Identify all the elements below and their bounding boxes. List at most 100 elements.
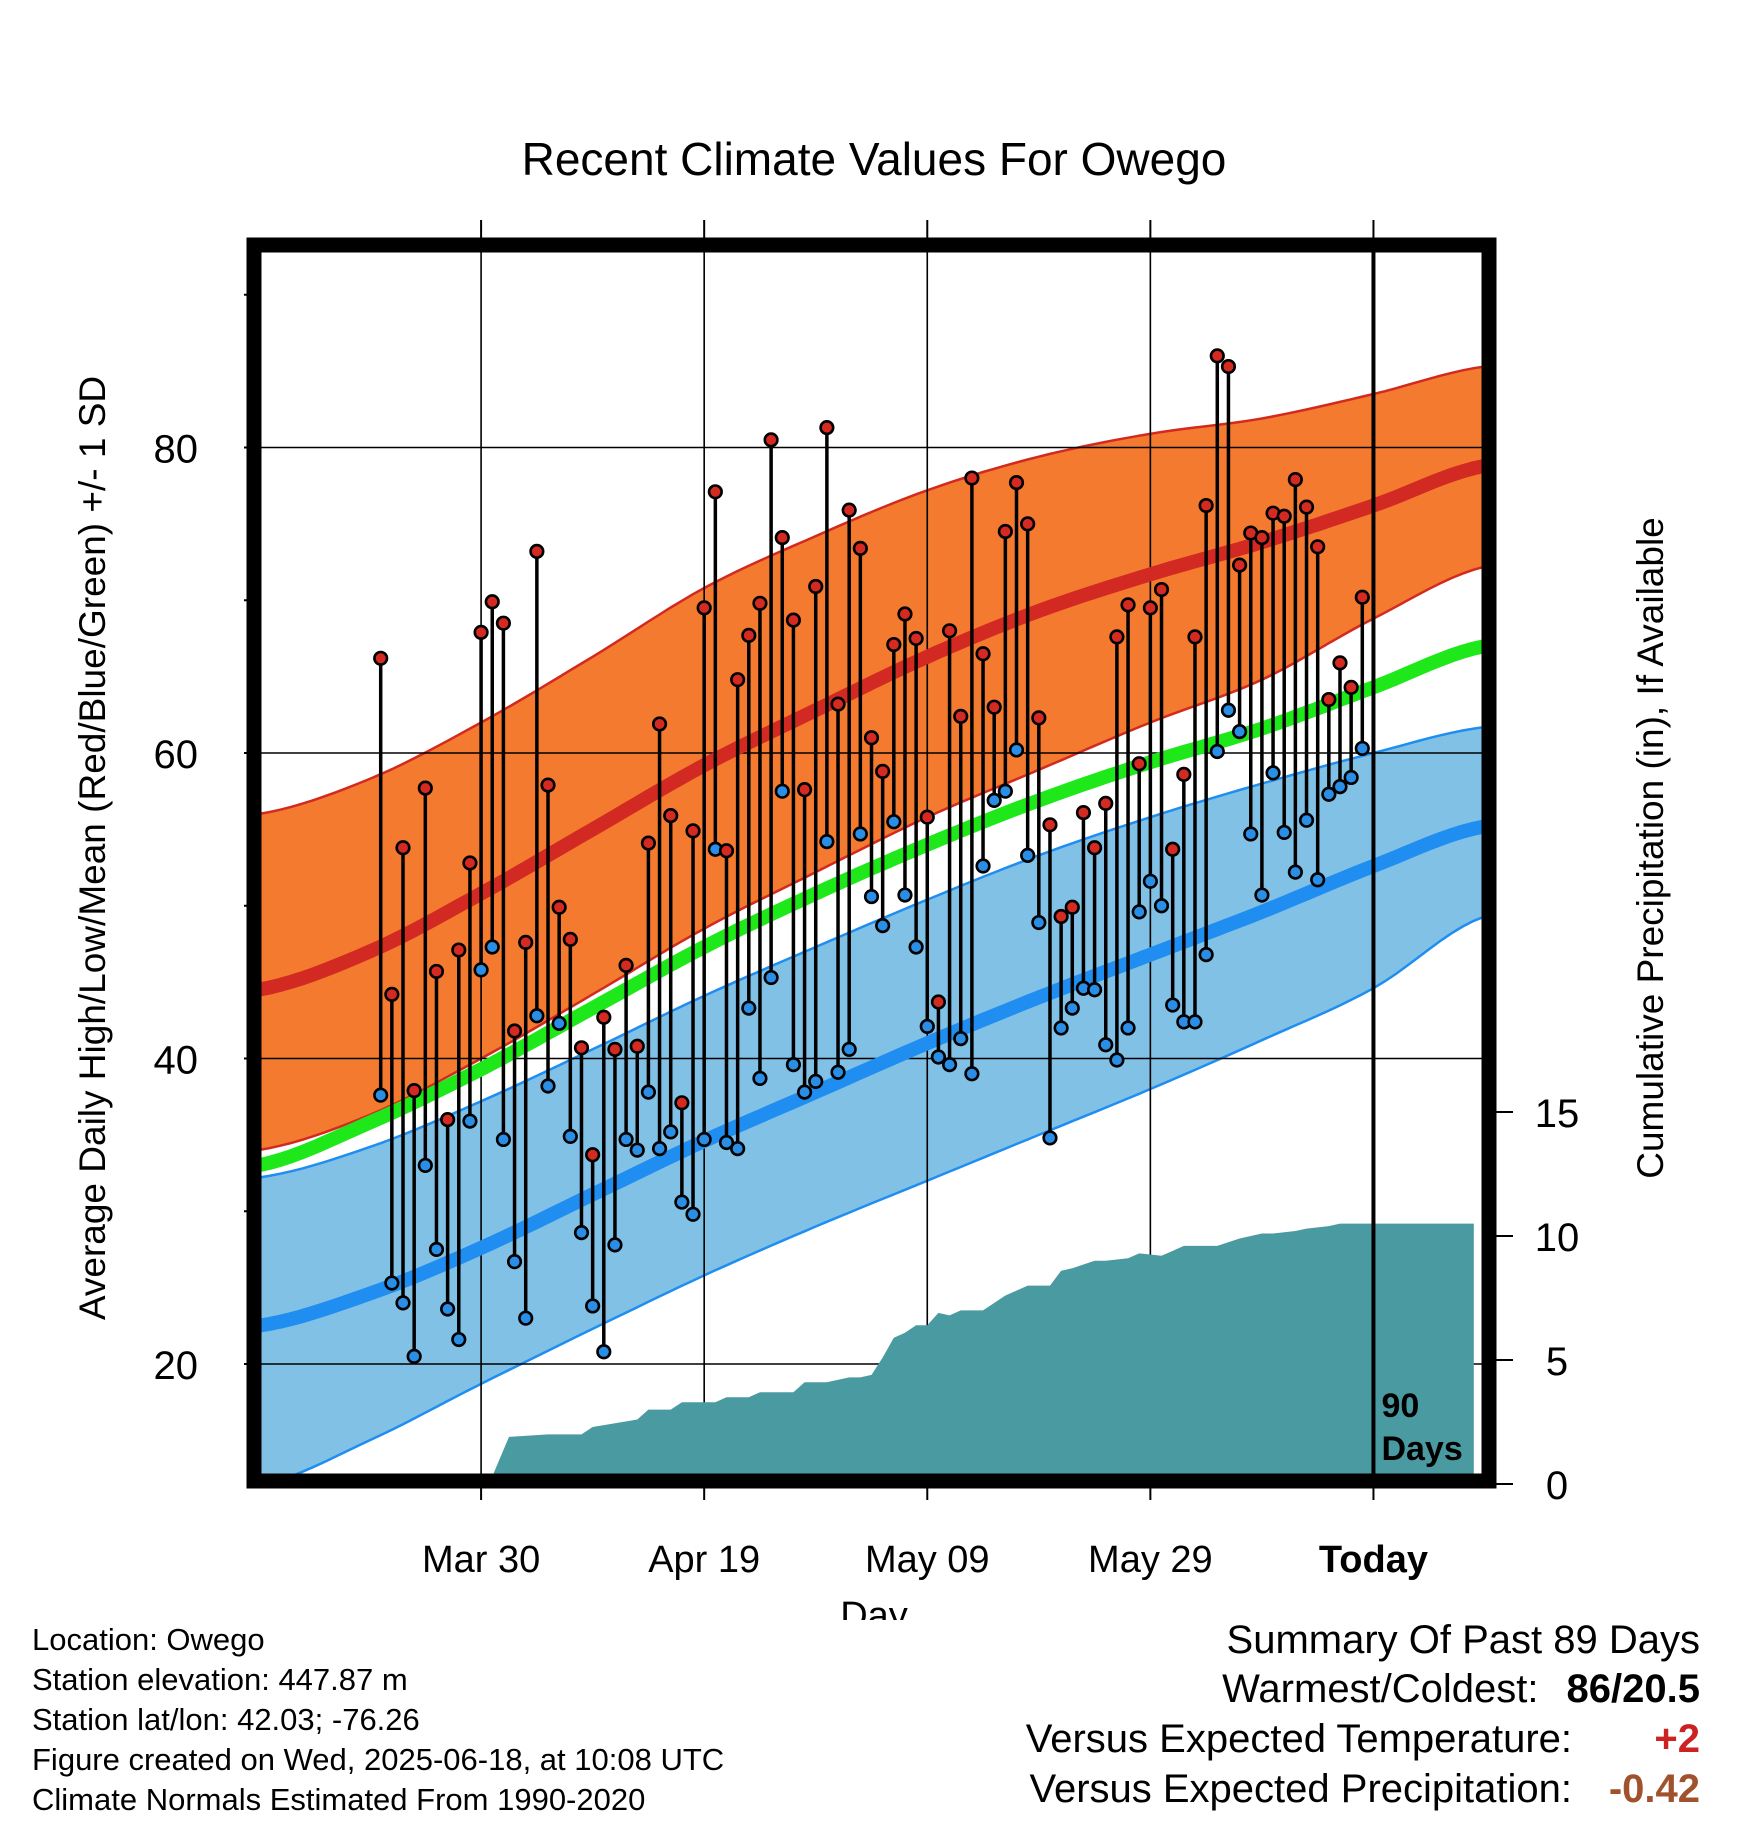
daily-high-point [908, 630, 924, 647]
daily-high-point [1176, 766, 1192, 782]
daily-low-point [1053, 1020, 1069, 1036]
daily-low-point [986, 792, 1002, 808]
daily-high-point [395, 840, 411, 856]
daily-high-point [1142, 600, 1158, 616]
daily-high-point [1354, 589, 1370, 605]
daily-low-point [1020, 847, 1036, 863]
daily-high-point [1276, 508, 1292, 524]
daily-low-point [596, 1344, 612, 1360]
summary-row: Versus Expected Precipitation: -0.42 [1026, 1764, 1700, 1814]
daily-low-point [484, 939, 500, 955]
summary-panel: Summary Of Past 89 Days Warmest/Coldest:… [1026, 1616, 1700, 1814]
daily-low-point [875, 918, 891, 934]
daily-high-point [1153, 581, 1170, 598]
daily-low-point [1198, 947, 1214, 963]
daily-low-point [730, 1141, 746, 1157]
daily-low-point [1265, 765, 1281, 781]
daily-low-point [518, 1310, 534, 1326]
daily-low-point [964, 1066, 980, 1082]
daily-low-point [462, 1113, 478, 1129]
daily-low-point [440, 1301, 456, 1317]
daily-high-point [1187, 629, 1203, 645]
daily-low-point [841, 1041, 857, 1057]
daily-high-point [1031, 710, 1047, 726]
daily-high-point [585, 1147, 601, 1163]
daily-high-point [406, 1082, 422, 1099]
daily-high-point [1075, 804, 1092, 821]
daily-high-point [1254, 530, 1270, 546]
daily-low-point [1153, 898, 1170, 914]
summary-value: 86/20.5 [1566, 1667, 1700, 1711]
daily-low-point [774, 783, 790, 799]
daily-high-point [1287, 471, 1303, 488]
daily-low-point [629, 1142, 645, 1158]
daily-high-point [785, 612, 802, 628]
daily-low-point [975, 858, 991, 874]
daily-low-point [607, 1237, 623, 1253]
daily-low-point [506, 1254, 523, 1270]
daily-low-point [741, 1000, 757, 1016]
plot-frame [246, 237, 1497, 1489]
daily-high-point [1109, 629, 1125, 645]
daily-low-point [428, 1241, 445, 1258]
high-normal-line [258, 458, 1485, 997]
elevation-text: Station elevation: 447.87 m [32, 1662, 408, 1697]
daily-low-point [473, 962, 489, 978]
daily-low-point [640, 1084, 657, 1100]
daily-high-point [685, 823, 701, 839]
daily-high-point [428, 963, 445, 980]
daily-high-point [975, 646, 991, 662]
low-band-lower-edge [288, 915, 1485, 1476]
daily-high-point [529, 543, 545, 559]
daily-low-point [573, 1225, 590, 1241]
daily-low-point [1142, 873, 1158, 889]
daily-high-point [596, 1009, 612, 1025]
daily-low-point [495, 1131, 512, 1148]
daily-high-point [1310, 539, 1326, 555]
summary-label: Warmest/Coldest: [1222, 1667, 1539, 1711]
daily-high-point [841, 502, 857, 518]
daily-low-point [1354, 740, 1370, 757]
daily-low-point [808, 1073, 824, 1090]
chart-title: Recent Climate Values For Owego [522, 133, 1227, 185]
daily-low-point [406, 1348, 422, 1364]
x-axis-label: Day [840, 1595, 908, 1620]
y2-axis-label: Cumulative Precipitation (in), If Availa… [1630, 517, 1671, 1179]
daily-low-point [886, 814, 902, 830]
daily-high-point [373, 650, 389, 666]
daily-high-point [573, 1040, 590, 1056]
daily-low-point [1343, 769, 1359, 786]
daily-high-point [1086, 840, 1103, 856]
x-tick-label: Mar 30 [422, 1539, 540, 1581]
daily-low-point [863, 888, 880, 905]
daily-low-point [1064, 1000, 1080, 1016]
x-tick-label: Apr 19 [648, 1539, 760, 1581]
y2-tick-label: 0 [1546, 1464, 1568, 1508]
y-axis-label: Average Daily High/Low/Mean (Red/Blue/Gr… [72, 376, 113, 1320]
daily-low-point [953, 1031, 969, 1047]
daily-low-point [997, 783, 1013, 799]
daily-high-point [1053, 908, 1069, 925]
summary-label: Versus Expected Precipitation: [1029, 1767, 1572, 1811]
x-tick-label: Today [1319, 1539, 1428, 1581]
daily-high-point [1064, 899, 1080, 915]
daily-low-point [1332, 779, 1348, 795]
daily-low-point [1287, 864, 1303, 880]
daily-low-point [1276, 824, 1292, 841]
daily-high-point [852, 540, 868, 556]
daily-high-point [819, 420, 835, 436]
daily-high-point [551, 899, 567, 915]
daily-low-point [417, 1157, 433, 1174]
daily-high-point [875, 763, 891, 779]
daily-high-point [1321, 691, 1337, 708]
daily-high-point [1120, 597, 1136, 613]
daily-low-point [1120, 1020, 1136, 1036]
daily-high-point [1008, 475, 1025, 491]
daily-high-point [696, 600, 712, 616]
daily-high-point [607, 1041, 623, 1057]
daily-low-point [785, 1057, 802, 1073]
low-band-upper-edge [258, 725, 1485, 1179]
daily-high-point [1131, 756, 1147, 772]
daily-high-point [417, 780, 433, 796]
climate-chart: Recent Climate Values For Owego 90 Days 20… [72, 133, 1671, 1620]
